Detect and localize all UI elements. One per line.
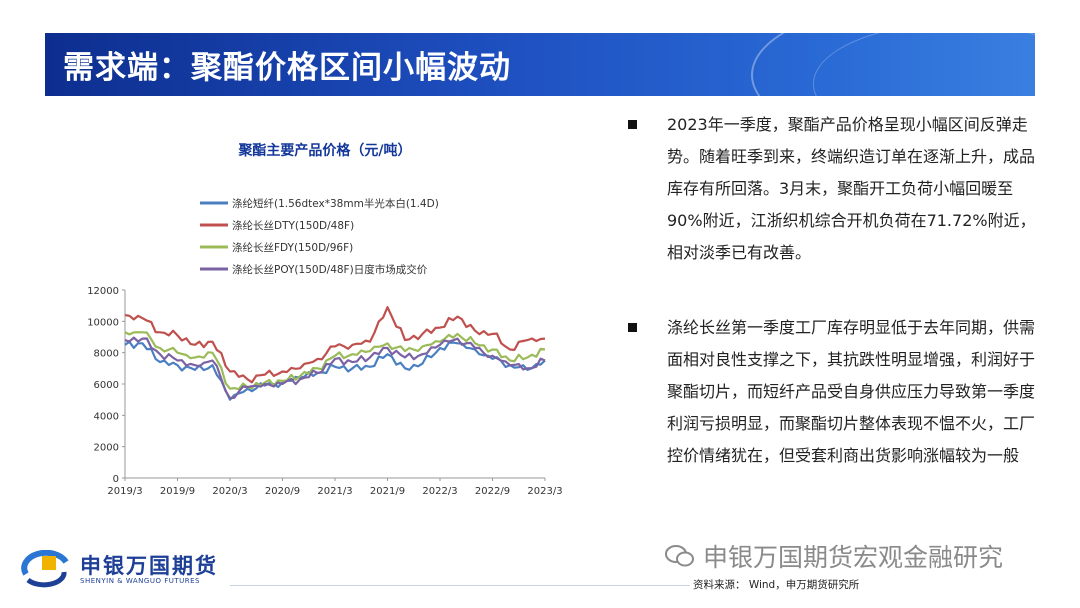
chart-lines [124,306,546,401]
y-tick-label: 2000 [94,443,119,454]
series-line [124,340,546,401]
x-tick-label: 2022/3 [422,486,457,497]
x-tick-label: 2019/9 [160,486,195,497]
series-line [124,306,546,384]
wechat-icon [665,545,694,567]
chart-legend: 涤纶短纤(1.56dtex*38mm半光本白(1.4D) 涤纶长丝DTY(150D… [200,197,439,276]
watermark-text: 申银万国期货宏观金融研究 [703,543,1004,572]
page-title: 需求端：聚酯价格区间小幅波动 [63,50,511,86]
company-logo: 申银万国期货 SHENYIN & WANGUO FUTURES [20,550,218,590]
bullet-paragraph-2: 涤纶长丝第一季度工厂库存明显低于去年同期，供需面相对良性支撑之下，其抗跌性明显增… [667,318,1036,465]
decorative-swoosh [751,33,1035,96]
x-tick-label: 2023/3 [527,486,562,497]
y-tick-label: 4000 [94,411,119,422]
bullet-paragraph-1: 2023年一季度，聚酯产品价格呈现小幅区间反弹走势。随着旺季到来，终端织造订单在… [667,115,1036,262]
divider [230,585,690,586]
x-tick-label: 2020/9 [265,486,300,497]
price-line-chart: 涤纶短纤(1.56dtex*38mm半光本白(1.4D) 涤纶长丝DTY(150D… [87,197,562,497]
logo-name: 申银万国期货 [80,554,218,578]
chart-axes: 0 2000 4000 6000 8000 10000 12000 2019/3 2019/9 2… [87,286,562,497]
bullet-marker [628,120,637,129]
y-tick-label: 12000 [87,286,119,297]
x-tick-label: 2022/9 [475,486,510,497]
series-line [124,331,546,391]
y-tick-label: 10000 [87,317,119,328]
logo-icon [21,550,69,588]
y-tick-label: 0 [113,474,119,485]
legend-label: 涤纶长丝POY(150D/48F)日度市场成交价 [232,263,428,276]
y-tick-label: 8000 [94,349,119,360]
legend-label: 涤纶长丝DTY(150D/48F) [232,219,354,232]
series-line [124,336,546,400]
bullet-marker [628,323,637,332]
title-bar: 需求端：聚酯价格区间小幅波动 [45,33,1035,96]
y-tick-label: 6000 [94,380,119,391]
legend-label: 涤纶短纤(1.56dtex*38mm半光本白(1.4D) [232,197,439,210]
x-tick-label: 2021/3 [317,486,352,497]
chart-title: 聚酯主要产品价格（元/吨） [238,143,412,159]
source-note: 资料来源： Wind，申万期货研究所 [693,579,860,591]
x-tick-label: 2019/3 [107,486,142,497]
legend-label: 涤纶长丝FDY(150D/96F) [232,241,353,254]
x-tick-label: 2021/9 [370,486,405,497]
x-tick-label: 2020/3 [212,486,247,497]
watermark: 申银万国期货宏观金融研究 [665,538,1003,574]
logo-subtitle: SHENYIN & WANGUO FUTURES [80,577,200,585]
